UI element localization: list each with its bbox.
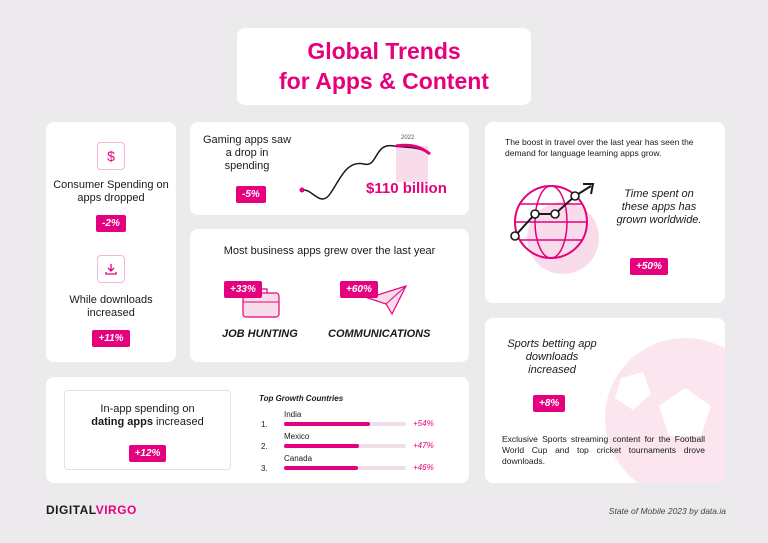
brand-logo-b: VIRGO	[95, 503, 137, 517]
country-change: +47%	[413, 441, 434, 450]
dating-label: In-app spending on dating apps increased	[65, 403, 230, 429]
country-bar-fill	[284, 422, 370, 426]
country-bar-fill	[284, 466, 358, 470]
globe-growth-icon	[510, 183, 599, 274]
job-label: JOB HUNTING	[222, 328, 298, 340]
brand-logo-a: DIGITAL	[46, 503, 96, 517]
country-change: +46%	[413, 463, 434, 472]
language-badge: +50%	[630, 258, 668, 275]
title-card: Global Trends for Apps & Content	[237, 28, 531, 105]
download-icon	[97, 255, 125, 283]
countries-title: Top Growth Countries	[259, 394, 344, 403]
football-icon	[605, 338, 725, 483]
country-change: +54%	[413, 419, 434, 428]
paper-plane-icon	[366, 285, 408, 316]
country-name: Canada	[284, 454, 313, 463]
gaming-card: Gaming apps saw a drop in spending -5% 2…	[190, 122, 469, 215]
language-card: The boost in travel over the last year h…	[485, 122, 725, 303]
sports-label: Sports betting app downloads increased	[507, 338, 597, 376]
dating-label-post: increased	[156, 416, 204, 428]
comm-label: COMMUNICATIONS	[328, 328, 431, 340]
sports-note: Exclusive Sports streaming content for t…	[502, 434, 705, 466]
country-rank: 2.	[261, 442, 268, 451]
sports-card: Sports betting app downloads increased +…	[485, 318, 725, 483]
language-caption: Time spent on these apps has grown world…	[616, 188, 702, 226]
dating-label-bold: dating apps	[91, 416, 153, 428]
gaming-trend-line	[299, 143, 431, 200]
title-line-2: for Apps & Content	[279, 68, 489, 94]
spending-badge: -2%	[96, 215, 126, 232]
brand-logo: DIGITALVIRGO	[46, 503, 137, 517]
gaming-amount: $110 billion	[366, 180, 447, 197]
dating-box: In-app spending on dating apps increased…	[64, 390, 231, 470]
business-card: Most business apps grew over the last ye…	[190, 229, 469, 362]
spending-card: $ Consumer Spending on apps dropped -2% …	[46, 122, 176, 362]
dating-badge: +12%	[128, 445, 167, 462]
business-title: Most business apps grew over the last ye…	[223, 245, 436, 257]
dollar-icon: $	[97, 142, 125, 170]
gaming-badge: -5%	[236, 186, 266, 203]
source-credit: State of Mobile 2023 by data.ia	[608, 506, 726, 516]
dating-label-pre: In-app spending on	[100, 403, 195, 415]
gaming-year: 2022	[401, 135, 415, 141]
dating-card: In-app spending on dating apps increased…	[46, 377, 469, 483]
job-badge: +33%	[224, 281, 262, 298]
country-rank: 3.	[261, 464, 268, 473]
country-name: India	[284, 410, 302, 419]
country-rank: 1.	[261, 420, 268, 429]
country-bar-fill	[284, 444, 359, 448]
comm-badge: +60%	[340, 281, 378, 298]
gaming-label: Gaming apps saw a drop in spending	[202, 134, 292, 172]
country-name: Mexico	[284, 432, 310, 441]
sports-badge: +8%	[533, 395, 566, 412]
language-intro: The boost in travel over the last year h…	[505, 137, 694, 158]
title-line-1: Global Trends	[307, 38, 461, 64]
downloads-label: While downloads increased	[69, 294, 153, 319]
downloads-badge: +11%	[92, 330, 130, 347]
spending-label: Consumer Spending on apps dropped	[53, 179, 169, 204]
